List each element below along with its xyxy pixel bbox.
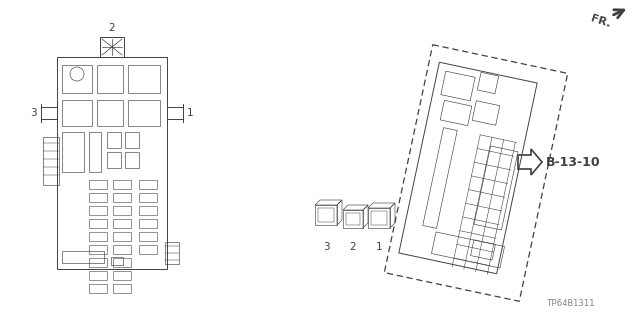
Bar	[113, 180, 131, 189]
Bar	[89, 193, 107, 202]
Bar	[89, 271, 107, 280]
Text: 2: 2	[109, 23, 115, 33]
Bar	[100, 37, 124, 57]
Bar	[62, 132, 84, 172]
Bar	[113, 193, 131, 202]
Bar	[346, 213, 360, 225]
Text: FR.: FR.	[589, 13, 612, 29]
Text: 3: 3	[30, 108, 37, 118]
Bar	[139, 193, 157, 202]
Bar	[371, 211, 387, 225]
Bar	[62, 100, 92, 126]
Bar	[43, 137, 59, 185]
Bar	[62, 251, 104, 263]
Bar	[125, 132, 139, 148]
Bar	[139, 245, 157, 254]
Text: 2: 2	[349, 242, 356, 252]
Bar	[318, 208, 334, 222]
Bar	[89, 245, 107, 254]
Bar	[113, 206, 131, 215]
Bar	[139, 206, 157, 215]
Bar	[57, 57, 167, 269]
Bar	[62, 65, 92, 93]
Bar	[89, 219, 107, 228]
Bar	[128, 65, 160, 93]
Bar	[89, 284, 107, 293]
Bar	[107, 152, 121, 168]
Bar	[97, 65, 123, 93]
Bar	[139, 232, 157, 241]
Bar	[89, 132, 101, 172]
Bar	[113, 258, 131, 267]
Bar	[89, 258, 107, 267]
Bar	[113, 271, 131, 280]
Bar	[113, 232, 131, 241]
Bar	[128, 100, 160, 126]
Bar	[139, 180, 157, 189]
Text: 1: 1	[376, 242, 382, 252]
Bar	[125, 152, 139, 168]
Bar	[343, 210, 363, 228]
Bar	[89, 232, 107, 241]
Bar	[89, 180, 107, 189]
Text: 3: 3	[323, 242, 330, 252]
Bar	[113, 284, 131, 293]
Bar	[89, 206, 107, 215]
Bar	[139, 219, 157, 228]
Bar	[113, 219, 131, 228]
Text: 1: 1	[187, 108, 194, 118]
Bar	[315, 205, 337, 225]
Bar	[368, 208, 390, 228]
Bar	[113, 245, 131, 254]
Bar	[107, 132, 121, 148]
Bar	[97, 100, 123, 126]
Bar	[111, 257, 123, 265]
Text: TP64B1311: TP64B1311	[547, 299, 595, 308]
Bar	[165, 242, 179, 264]
Text: B-13-10: B-13-10	[546, 155, 600, 168]
